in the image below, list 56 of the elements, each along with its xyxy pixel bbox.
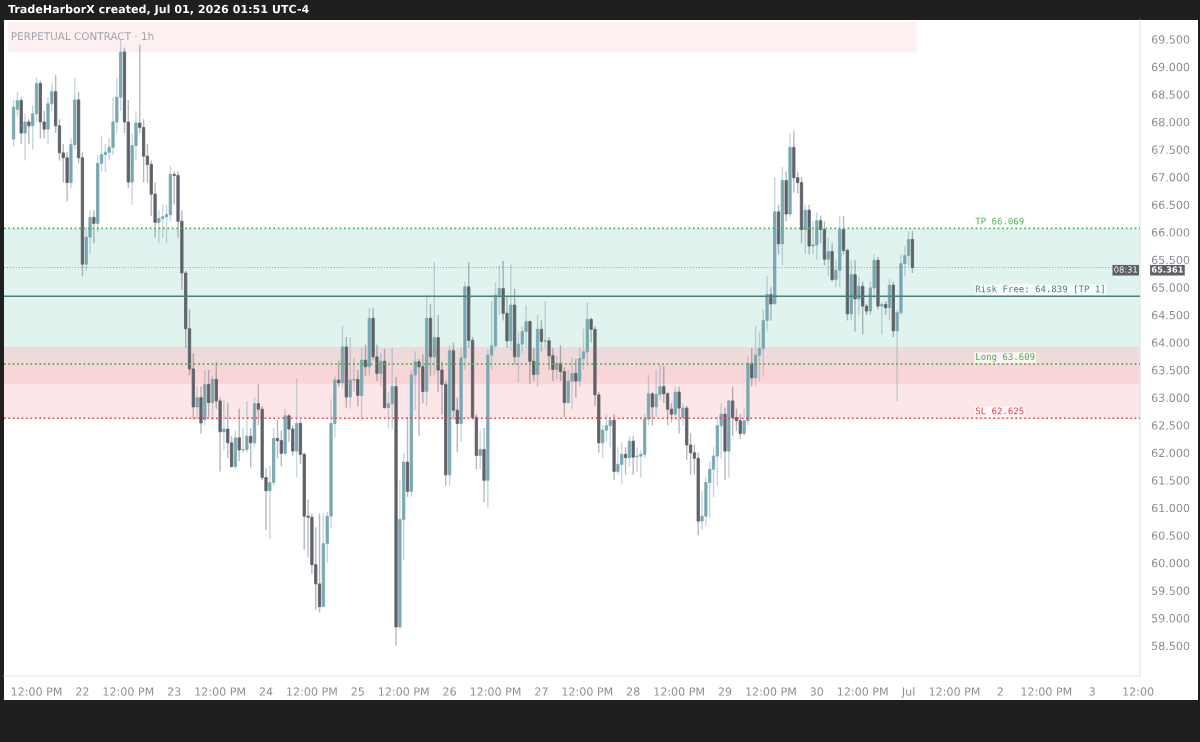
x-tick-label: 30 [810,687,824,696]
x-tick-label: 12:00 PM [11,687,62,696]
y-tick-label: 63.500 [1151,366,1190,375]
y-tick-label: 66.000 [1151,228,1190,237]
ref-line-label: SL 62.625 [975,407,1024,415]
x-tick-label: 12:00 PM [287,687,337,696]
annotation: 08:31 [1114,266,1137,273]
y-tick-label: 69.000 [1151,62,1190,72]
x-tick-label: 12:00 PM [837,687,888,696]
y-tick-label: 62.000 [1151,448,1190,458]
y-tick-label: 65.000 [1151,283,1190,292]
y-tick-label: 61.500 [1151,476,1190,485]
y-tick-label: 60.000 [1151,558,1190,568]
x-tick-label: 28 [626,687,640,696]
x-tick-label: 12:00 [1123,687,1154,696]
x-tick-label: 12:00 PM [195,687,245,696]
x-tick-label: 12:00 PM [470,687,521,696]
x-tick-label: 12:00 PM [746,687,796,696]
x-tick-label: 24 [259,687,273,696]
ref-line-label: Long 63.609 [976,353,1035,362]
y-tick-label: 58.500 [1151,641,1190,651]
x-tick-label: 12:00 PM [929,687,980,696]
x-tick-label: 3 [1089,687,1095,696]
text: PERPETUAL CONTRACT · 1h [11,32,154,41]
y-tick-label: 60.500 [1151,531,1190,540]
y-tick-label: 66.500 [1151,200,1190,210]
x-tick-label: 12:00 PM [103,687,154,696]
y-tick-label: 59.000 [1151,614,1190,623]
x-tick-label: 12:00 PM [1021,687,1072,696]
x-tick-label: 25 [351,687,364,696]
x-tick-label: 27 [535,687,548,696]
y-tick-label: 69.500 [1151,35,1190,44]
x-tick-label: 22 [76,687,89,696]
x-tick-label: 12:00 PM [562,687,613,696]
y-tick-label: 68.000 [1151,117,1190,127]
x-tick-label: Jul [901,687,915,698]
y-tick-label: 64.500 [1151,310,1190,320]
y-tick-label: 67.000 [1151,173,1190,182]
ref-line-label: Risk Free: 64.839 [TP 1] [975,285,1104,294]
y-tick-label: 68.500 [1151,90,1190,99]
y-tick-label: 61.000 [1151,503,1190,513]
x-tick-label: 12:00 PM [654,687,704,696]
chart-subtitle: TradeHarborX created, Jul 01, 2026 01:51 UTC-4 [8,4,309,16]
y-tick-label: 67.500 [1151,145,1190,154]
x-tick-label: 23 [167,687,181,696]
y-tick-label: 64.000 [1151,338,1190,347]
y-tick-label: 65.500 [1151,255,1190,265]
y-tick-label: 59.500 [1151,586,1190,595]
x-tick-label: 29 [718,687,732,696]
ref-line-label: TP 66.069 [975,217,1024,225]
x-tick-label: 12:00 PM [379,687,429,696]
y-tick-label: 63.000 [1151,393,1190,402]
x-tick-label: 2 [997,687,1003,696]
x-tick-label: 26 [443,687,456,696]
y-tick-label: 62.500 [1151,421,1190,430]
ref-line-label: 65.361 [1151,266,1183,273]
